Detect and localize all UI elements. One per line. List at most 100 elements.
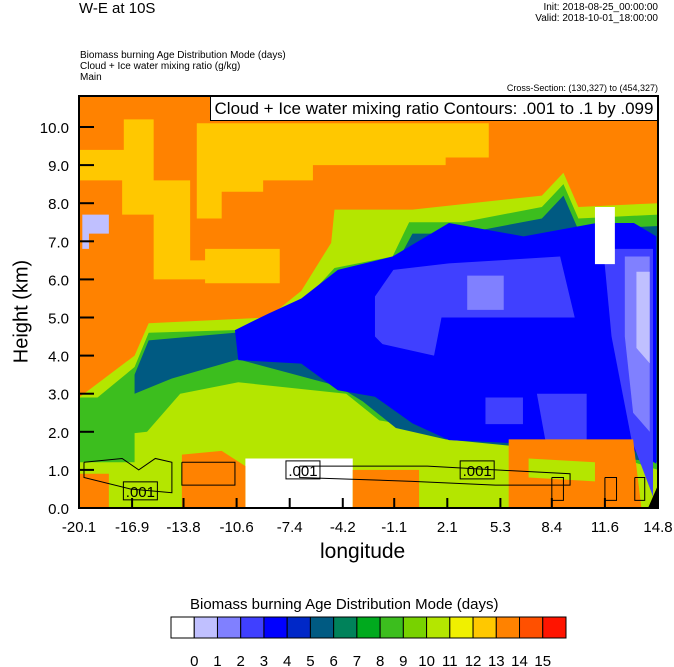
missing-data-corner (648, 485, 658, 508)
colorbar-swatch (356, 616, 381, 639)
field-region-level-0 (245, 458, 353, 508)
y-tick-label: 0.0 (48, 501, 69, 518)
colorbar-label: 8 (376, 653, 384, 667)
colorbar: 0 1 2 3 4 5 6 7 8 9 10 11 12 13 14 15 (170, 616, 567, 667)
field-region-level-3 (485, 397, 523, 425)
y-axis: 0.0 1.0 2.0 3.0 4.0 5.0 6.0 7.0 8.0 9.0 10.0 (40, 120, 94, 518)
y-tick-label: 3.0 (48, 387, 69, 404)
y-tick-label: 7.0 (48, 234, 69, 251)
x-axis: -20.1 -16.9 -13.8 -10.6 -7.4 -4.2 -1.1 2.1 5.3 8.… (62, 498, 673, 536)
colorbar-swatch (379, 616, 404, 639)
colorbar-label: 4 (283, 653, 291, 667)
y-tick-label: 1.0 (48, 463, 69, 480)
colorbar-label: 10 (418, 653, 435, 667)
colorbar-swatch (519, 616, 544, 639)
colorbar-swatch (472, 616, 497, 639)
colorbar-label: 7 (353, 653, 361, 667)
shaded-field (79, 96, 658, 508)
contour-label-box (285, 460, 321, 480)
colorbar-swatch (286, 616, 311, 639)
colorbar-label: 14 (511, 653, 528, 667)
y-tick-label: 6.0 (48, 272, 69, 289)
colorbar-label: 12 (465, 653, 482, 667)
x-tick-label: -4.2 (330, 519, 356, 536)
colorbar-swatch (170, 616, 195, 639)
y-tick-label: 8.0 (48, 196, 69, 213)
colorbar-label: 15 (534, 653, 551, 667)
contour-label: .001 (463, 463, 492, 480)
x-axis-label: longitude (320, 540, 406, 563)
colorbar-swatch (402, 616, 428, 639)
field-descriptions: Biomass burning Age Distribution Mode (d… (80, 50, 286, 83)
field-region-level-2 (467, 275, 504, 310)
field-region-level-3 (536, 393, 587, 448)
x-tick-label: 11.6 (591, 519, 619, 536)
colorbar-label: 0 (190, 653, 198, 667)
x-tick-label: -20.1 (62, 519, 96, 536)
subtitle-1: Biomass burning Age Distribution Mode (d… (80, 50, 286, 61)
y-axis-label: Height (km) (10, 259, 33, 364)
y-tick-label: 10.0 (40, 120, 69, 137)
colorbar-swatch (216, 616, 242, 639)
x-tick-label: -7.4 (277, 519, 303, 536)
x-tick-label: -1.1 (381, 519, 407, 536)
field-region-level-0 (594, 207, 615, 265)
x-tick-label: 5.3 (490, 519, 511, 536)
x-tick-label: -13.8 (166, 519, 200, 536)
contour-lines: .001 .001 .001 (83, 457, 646, 501)
x-tick-label: 2.1 (437, 519, 458, 536)
colorbar-swatch (263, 616, 288, 639)
y-tick-label: 2.0 (48, 425, 69, 442)
field-region-level-9 (79, 397, 135, 463)
main-title: W-E at 10S (79, 0, 156, 17)
colorbar-label: 13 (488, 653, 505, 667)
contour-label-box (459, 460, 495, 480)
field-region-level-14 (79, 473, 109, 508)
colorbar-swatch (495, 616, 521, 639)
field-region-level-13 (196, 123, 489, 219)
field-region-level-13 (205, 248, 280, 284)
y-tick-label: 5.0 (48, 311, 69, 328)
y-tick-label: 4.0 (48, 349, 69, 366)
colorbar-swatch (240, 616, 265, 639)
contour-line (551, 477, 564, 501)
colorbar-label: 6 (329, 653, 337, 667)
colorbar-swatch (333, 616, 358, 639)
cross-section-label: Cross-Section: (130,327) to (454,327) (506, 83, 658, 93)
contour-line (634, 477, 646, 501)
colorbar-swatch (449, 616, 474, 639)
y-tick-label: 9.0 (48, 158, 69, 175)
colorbar-label: 9 (399, 653, 407, 667)
colorbar-label: 3 (260, 653, 268, 667)
contour-label: .001 (126, 484, 155, 501)
contour-legend: Cloud + Ice water mixing ratio Contours:… (210, 96, 658, 121)
field-region-level-1 (636, 271, 650, 364)
colorbar-swatch (542, 616, 567, 639)
contour-line (299, 465, 571, 486)
x-tick-label: 14.8 (643, 519, 672, 536)
field-region-level-11 (528, 458, 595, 482)
valid-time: Valid: 2018-10-01_18:00:00 (535, 13, 658, 24)
run-times: Init: 2018-08-25_00:00:00 Valid: 2018-10… (535, 2, 658, 24)
field-region-level-14 (181, 450, 246, 508)
field-region-level-13 (79, 119, 222, 280)
x-tick-label: -10.6 (220, 519, 254, 536)
colorbar-swatch (426, 616, 451, 639)
subtitle-3: Main (80, 72, 102, 83)
init-time: Init: 2018-08-25_00:00:00 (543, 2, 658, 13)
colorbar-swatch (193, 616, 218, 639)
contour-line (181, 461, 236, 486)
colorbar-label: 5 (306, 653, 314, 667)
colorbar-title: Biomass burning Age Distribution Mode (d… (190, 596, 499, 613)
contour-line (83, 457, 173, 494)
colorbar-label: 11 (442, 653, 458, 667)
subtitle-2: Cloud + Ice water mixing ratio (g/kg) (80, 61, 241, 72)
colorbar-label: 2 (237, 653, 245, 667)
field-region-level-14 (352, 469, 420, 508)
x-tick-label: 8.4 (541, 519, 562, 536)
colorbar-swatch (309, 616, 335, 639)
contour-line (604, 477, 618, 501)
contour-label-box (122, 481, 158, 501)
x-tick-label: -16.9 (115, 519, 149, 536)
